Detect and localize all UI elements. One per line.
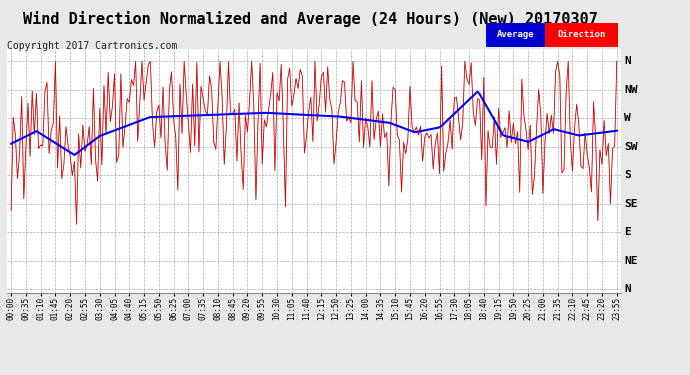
Text: N: N [624,284,631,294]
Text: E: E [624,227,631,237]
Text: NW: NW [624,85,638,95]
Text: SE: SE [624,199,638,209]
Text: Average: Average [497,30,535,39]
Text: W: W [624,113,631,123]
Text: SW: SW [624,142,638,152]
Text: N: N [624,56,631,66]
Text: Wind Direction Normalized and Average (24 Hours) (New) 20170307: Wind Direction Normalized and Average (2… [23,11,598,27]
Text: NE: NE [624,256,638,266]
Text: Direction: Direction [557,30,606,39]
Text: S: S [624,170,631,180]
Text: Copyright 2017 Cartronics.com: Copyright 2017 Cartronics.com [7,41,177,51]
